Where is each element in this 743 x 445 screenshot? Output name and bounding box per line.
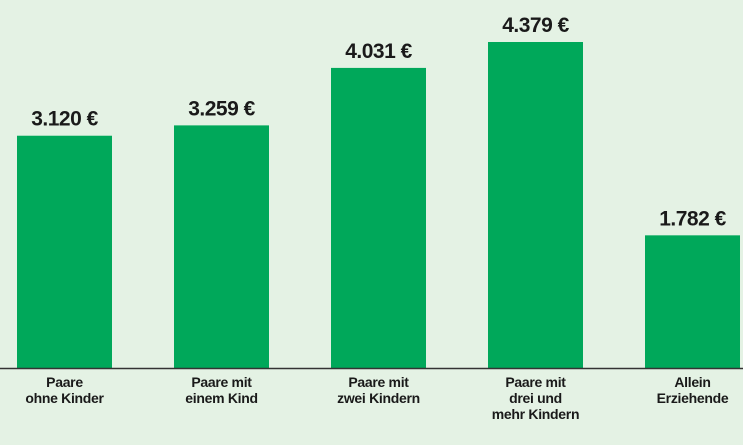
value-label: 4.379 € [502, 14, 569, 37]
category-label: Paare ohne Kinder [25, 374, 104, 406]
category-label: Paare mit zwei Kindern [337, 374, 420, 406]
value-label: 3.259 € [188, 97, 255, 120]
bar [331, 67, 426, 368]
value-label: 1.782 € [659, 207, 726, 230]
bar [174, 125, 269, 369]
bar [17, 135, 112, 368]
value-label: 3.120 € [31, 108, 98, 131]
category-label: Paare mit einem Kind [185, 374, 258, 406]
bar [488, 42, 583, 368]
category-label: Paare mit drei und mehr Kindern [491, 374, 580, 422]
category-label: Allein Erziehende [656, 374, 729, 406]
value-label: 4.031 € [345, 40, 412, 63]
bar [645, 235, 740, 368]
